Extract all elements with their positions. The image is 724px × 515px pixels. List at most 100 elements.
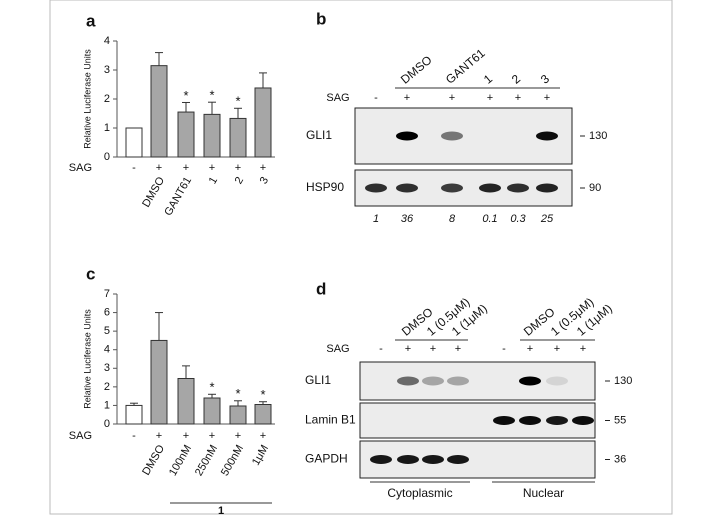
significance: * — [235, 94, 240, 109]
band — [493, 416, 515, 425]
row-value: + — [544, 92, 550, 104]
quantification: 36 — [401, 213, 414, 225]
row-value: + — [405, 343, 411, 355]
blot-strip — [354, 169, 573, 207]
panel-label: d — [316, 279, 326, 298]
bar — [203, 113, 221, 158]
row-value: - — [502, 343, 506, 355]
y-tick-label: 0 — [104, 418, 110, 430]
y-tick-label: 4 — [104, 344, 110, 356]
band — [507, 183, 529, 193]
y-axis-title: Relative Luciferase Units — [82, 49, 92, 149]
row-label: GLI1 — [306, 128, 332, 142]
quantification: 0.3 — [510, 213, 526, 225]
row-value: + — [455, 343, 461, 355]
y-tick-label: 2 — [104, 381, 110, 393]
band — [447, 455, 469, 464]
x-tick-label: 100nM — [167, 443, 194, 478]
group-label: Nuclear — [523, 486, 564, 500]
y-tick-label: 1 — [104, 399, 110, 411]
y-tick-label: 7 — [104, 288, 110, 300]
bar — [125, 127, 143, 158]
bar — [203, 397, 221, 425]
row-value: + — [515, 92, 521, 104]
band — [546, 416, 568, 425]
band — [519, 376, 541, 386]
quantification: 8 — [449, 213, 456, 225]
x-tick-label: 500nM — [219, 443, 246, 478]
row-value: + — [404, 92, 410, 104]
marker: 36 — [614, 453, 626, 465]
lane-header: GANT61 — [443, 46, 488, 87]
x-tick-label: 2 — [233, 175, 246, 186]
y-tick-label: 3 — [104, 64, 110, 76]
row-value: + — [156, 430, 162, 442]
bar — [150, 339, 168, 425]
row-value: + — [183, 430, 189, 442]
band — [546, 376, 568, 386]
bar — [177, 111, 195, 158]
row-label: SAG — [326, 92, 349, 104]
quantification: 1 — [373, 213, 379, 225]
panel-label: b — [316, 9, 326, 28]
x-tick-label: DMSO — [140, 443, 167, 478]
row-value: + — [260, 162, 266, 174]
row-label: SAG — [69, 162, 92, 174]
group-label: Cytoplasmic — [387, 486, 452, 500]
y-tick-label: 2 — [104, 93, 110, 105]
marker: 130 — [589, 130, 607, 142]
row-value: + — [580, 343, 586, 355]
significance: * — [260, 387, 265, 402]
significance: * — [235, 386, 240, 401]
band — [441, 131, 463, 141]
row-label: SAG — [69, 430, 92, 442]
row-value: + — [235, 430, 241, 442]
row-label: SAG — [326, 343, 349, 355]
lane-header: DMSO — [398, 53, 435, 87]
row-value: + — [554, 343, 560, 355]
band — [519, 416, 541, 425]
quantification: 25 — [540, 213, 554, 225]
lane-header: 3 — [538, 72, 552, 87]
band — [536, 131, 558, 141]
band — [397, 455, 419, 464]
row-value: + — [430, 343, 436, 355]
row-value: - — [379, 343, 383, 355]
band — [422, 455, 444, 464]
band — [479, 183, 501, 193]
bar — [229, 405, 247, 425]
y-tick-label: 3 — [104, 362, 110, 374]
band — [441, 183, 463, 193]
frame — [49, 0, 673, 515]
row-value: + — [235, 162, 241, 174]
row-value: + — [156, 162, 162, 174]
band — [370, 455, 392, 464]
marker: 55 — [614, 414, 626, 426]
significance: * — [183, 88, 188, 103]
bar — [177, 378, 195, 425]
x-tick-label: GANT61 — [162, 175, 194, 218]
band — [365, 183, 387, 193]
band — [447, 376, 469, 386]
band — [572, 416, 594, 425]
bar — [254, 404, 272, 425]
significance: * — [209, 380, 214, 395]
x-tick-label: 3 — [258, 175, 271, 186]
row-label: GLI1 — [305, 373, 331, 387]
bar — [125, 404, 143, 425]
row-value: + — [527, 343, 533, 355]
x-tick-label: DMSO — [140, 175, 167, 210]
band — [422, 376, 444, 386]
x-tick-label: 1 — [207, 175, 220, 186]
marker: 90 — [589, 182, 601, 194]
band — [536, 183, 558, 193]
row-value: + — [209, 162, 215, 174]
blot-strip — [354, 107, 573, 165]
row-label: HSP90 — [306, 180, 344, 194]
lane-header: 2 — [509, 72, 523, 87]
panel-label: c — [86, 264, 95, 283]
significance: * — [209, 88, 214, 103]
y-axis-title: Relative Luciferase Units — [82, 309, 92, 409]
row-value: + — [487, 92, 493, 104]
